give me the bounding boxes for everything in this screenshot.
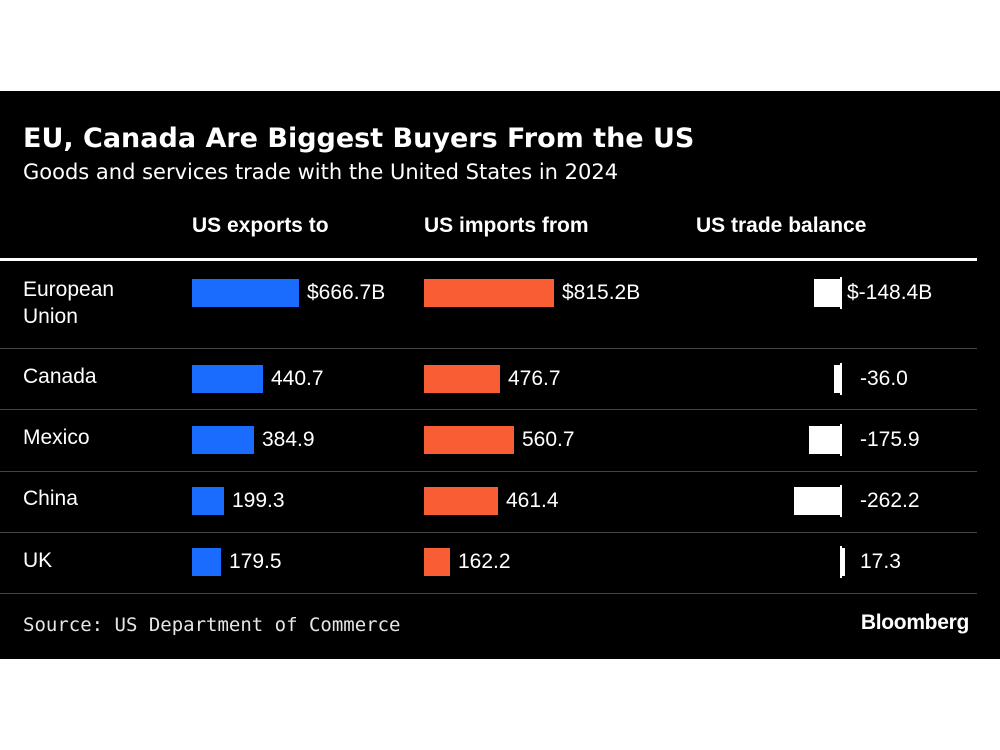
imports-bar [424, 279, 554, 307]
exports-value-label: $666.7B [307, 281, 386, 304]
exports-bar [192, 426, 254, 454]
balance-value-label: -36.0 [860, 367, 908, 390]
row-divider [0, 409, 977, 410]
balance-zero-line [840, 277, 842, 309]
balance-zero-line [840, 424, 842, 456]
country-label: Mexico [23, 426, 90, 449]
imports-value-label: 461.4 [506, 489, 559, 512]
balance-bar [841, 548, 845, 576]
imports-bar [424, 426, 514, 454]
country-label: European [23, 278, 115, 301]
imports-value-label: 162.2 [458, 550, 511, 573]
column-header-imports: US imports from [424, 214, 589, 237]
balance-zero-line [840, 485, 842, 517]
chart-subtitle: Goods and services trade with the United… [23, 160, 619, 184]
source-note: Source: US Department of Commerce [23, 614, 401, 636]
exports-bar [192, 365, 263, 393]
country-label: China [23, 487, 78, 510]
imports-value-label: 560.7 [522, 428, 575, 451]
exports-bar [192, 548, 221, 576]
exports-value-label: 384.9 [262, 428, 315, 451]
exports-value-label: 199.3 [232, 489, 285, 512]
balance-value-label: 17.3 [860, 550, 901, 573]
balance-bar [809, 426, 841, 454]
balance-bar [794, 487, 841, 515]
country-label: Union [23, 305, 78, 328]
exports-bar [192, 487, 224, 515]
row-divider [0, 471, 977, 472]
row-divider [0, 348, 977, 349]
imports-value-label: $815.2B [562, 281, 641, 304]
balance-value-label: -262.2 [860, 489, 920, 512]
row-divider [0, 593, 977, 594]
balance-value-label: $-148.4B [847, 281, 933, 304]
country-label: UK [23, 549, 53, 572]
imports-bar [424, 487, 498, 515]
exports-bar [192, 279, 299, 307]
imports-bar [424, 548, 450, 576]
imports-bar [424, 365, 500, 393]
exports-value-label: 179.5 [229, 550, 282, 573]
balance-value-label: -175.9 [860, 428, 920, 451]
header-divider [0, 258, 977, 261]
chart-panel: EU, Canada Are Biggest Buyers From the U… [0, 91, 1000, 659]
balance-zero-line [840, 546, 842, 578]
bloomberg-logo: Bloomberg [860, 611, 969, 634]
country-label: Canada [23, 365, 97, 388]
imports-value-label: 476.7 [508, 367, 561, 390]
balance-bar [834, 365, 841, 393]
balance-zero-line [840, 363, 842, 395]
row-divider [0, 532, 977, 533]
column-header-balance: US trade balance [696, 214, 867, 237]
balance-bar [814, 279, 841, 307]
column-header-exports: US exports to [192, 214, 329, 237]
chart-title: EU, Canada Are Biggest Buyers From the U… [23, 123, 695, 154]
exports-value-label: 440.7 [271, 367, 324, 390]
